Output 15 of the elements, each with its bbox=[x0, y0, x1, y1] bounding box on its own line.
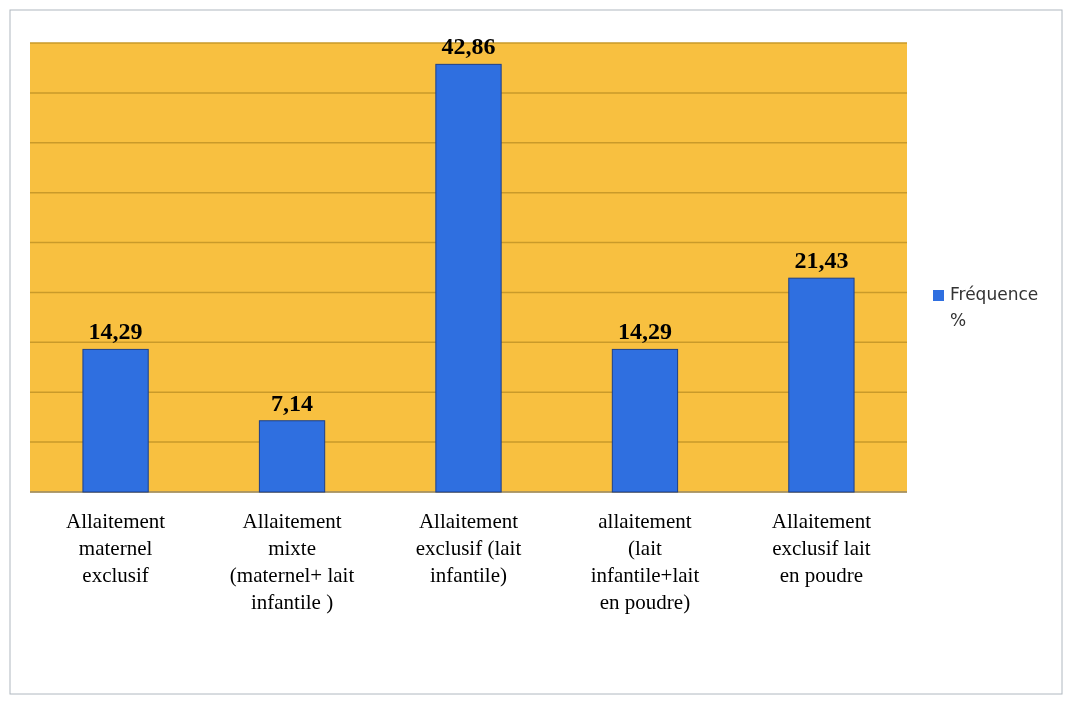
bar bbox=[788, 277, 855, 493]
data-label: 14,29 bbox=[88, 318, 143, 345]
data-label: 14,29 bbox=[617, 318, 672, 345]
x-tick-label: Allaitement exclusif lait en poudre bbox=[771, 509, 872, 587]
x-tick-label: Allaitement exclusif (lait infantile) bbox=[415, 509, 522, 587]
x-tick-label: Allaitement mixte (maternel+ lait infantile ) bbox=[229, 509, 355, 614]
bar bbox=[435, 63, 502, 493]
legend-label: Fréquence % bbox=[950, 284, 1039, 330]
data-label: 21,43 bbox=[794, 247, 849, 274]
bar bbox=[611, 348, 679, 493]
bar bbox=[82, 348, 149, 493]
bar bbox=[258, 420, 326, 493]
x-tick-label: Allaitement maternel exclusif bbox=[66, 509, 166, 587]
x-tick-label: allaitement (lait infantile+lait en poudre) bbox=[590, 509, 700, 614]
data-label: 7,14 bbox=[271, 389, 314, 416]
